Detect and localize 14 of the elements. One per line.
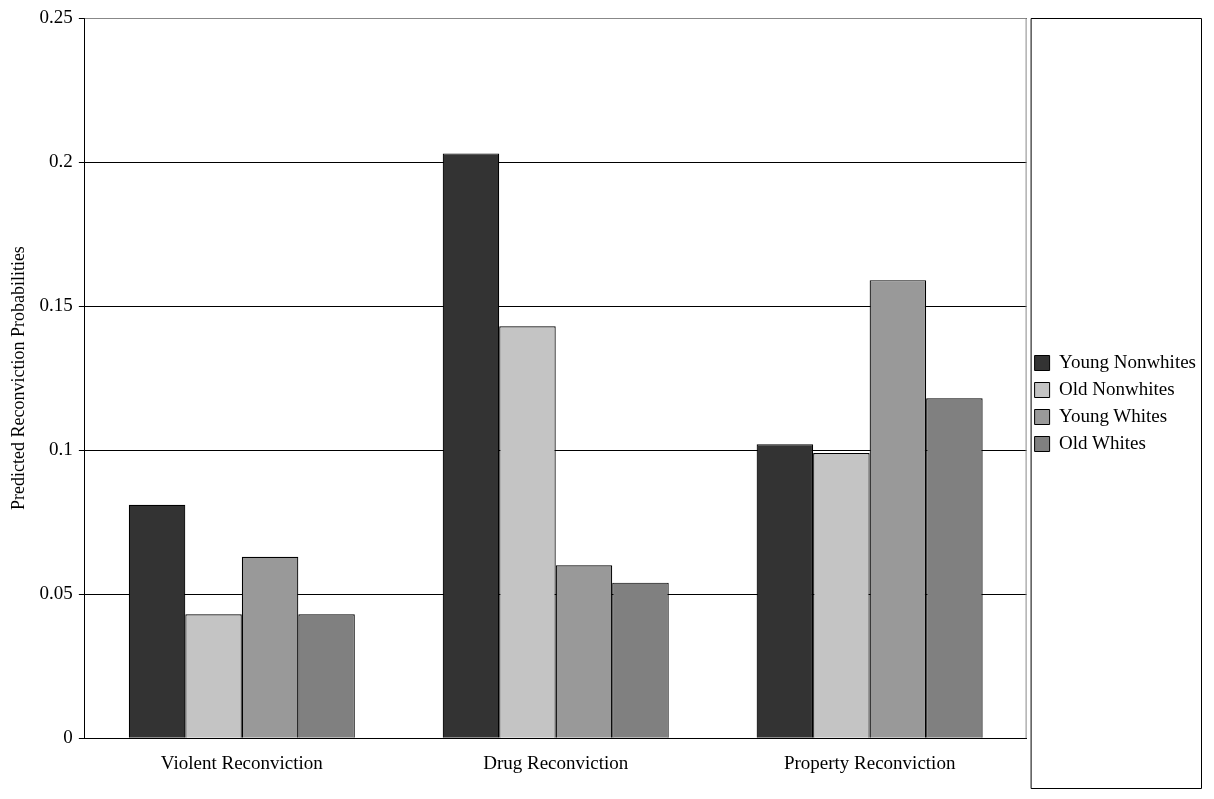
y-tick-label: 0.1 xyxy=(49,438,73,460)
x-tick-label: Property Reconviction xyxy=(783,751,956,773)
y-tick-label: 0.05 xyxy=(39,582,73,604)
x-tick-label: Drug Reconviction xyxy=(483,751,629,773)
legend-label: Young Whites xyxy=(1059,404,1168,426)
y-tick-label: 0.15 xyxy=(39,294,73,316)
y-tick-label: 0 xyxy=(63,726,73,748)
legend-label: Old Nonwhites xyxy=(1059,377,1175,399)
legend-label: Young Nonwhites xyxy=(1059,350,1197,372)
legend-label: Old Whites xyxy=(1059,431,1146,453)
y-tick-label: 0.2 xyxy=(49,150,73,172)
x-tick-label: Violent Reconviction xyxy=(160,751,324,773)
y-axis-title: Predicted Reconviction Probabilities xyxy=(7,246,28,511)
y-tick-label: 0.25 xyxy=(39,5,73,27)
